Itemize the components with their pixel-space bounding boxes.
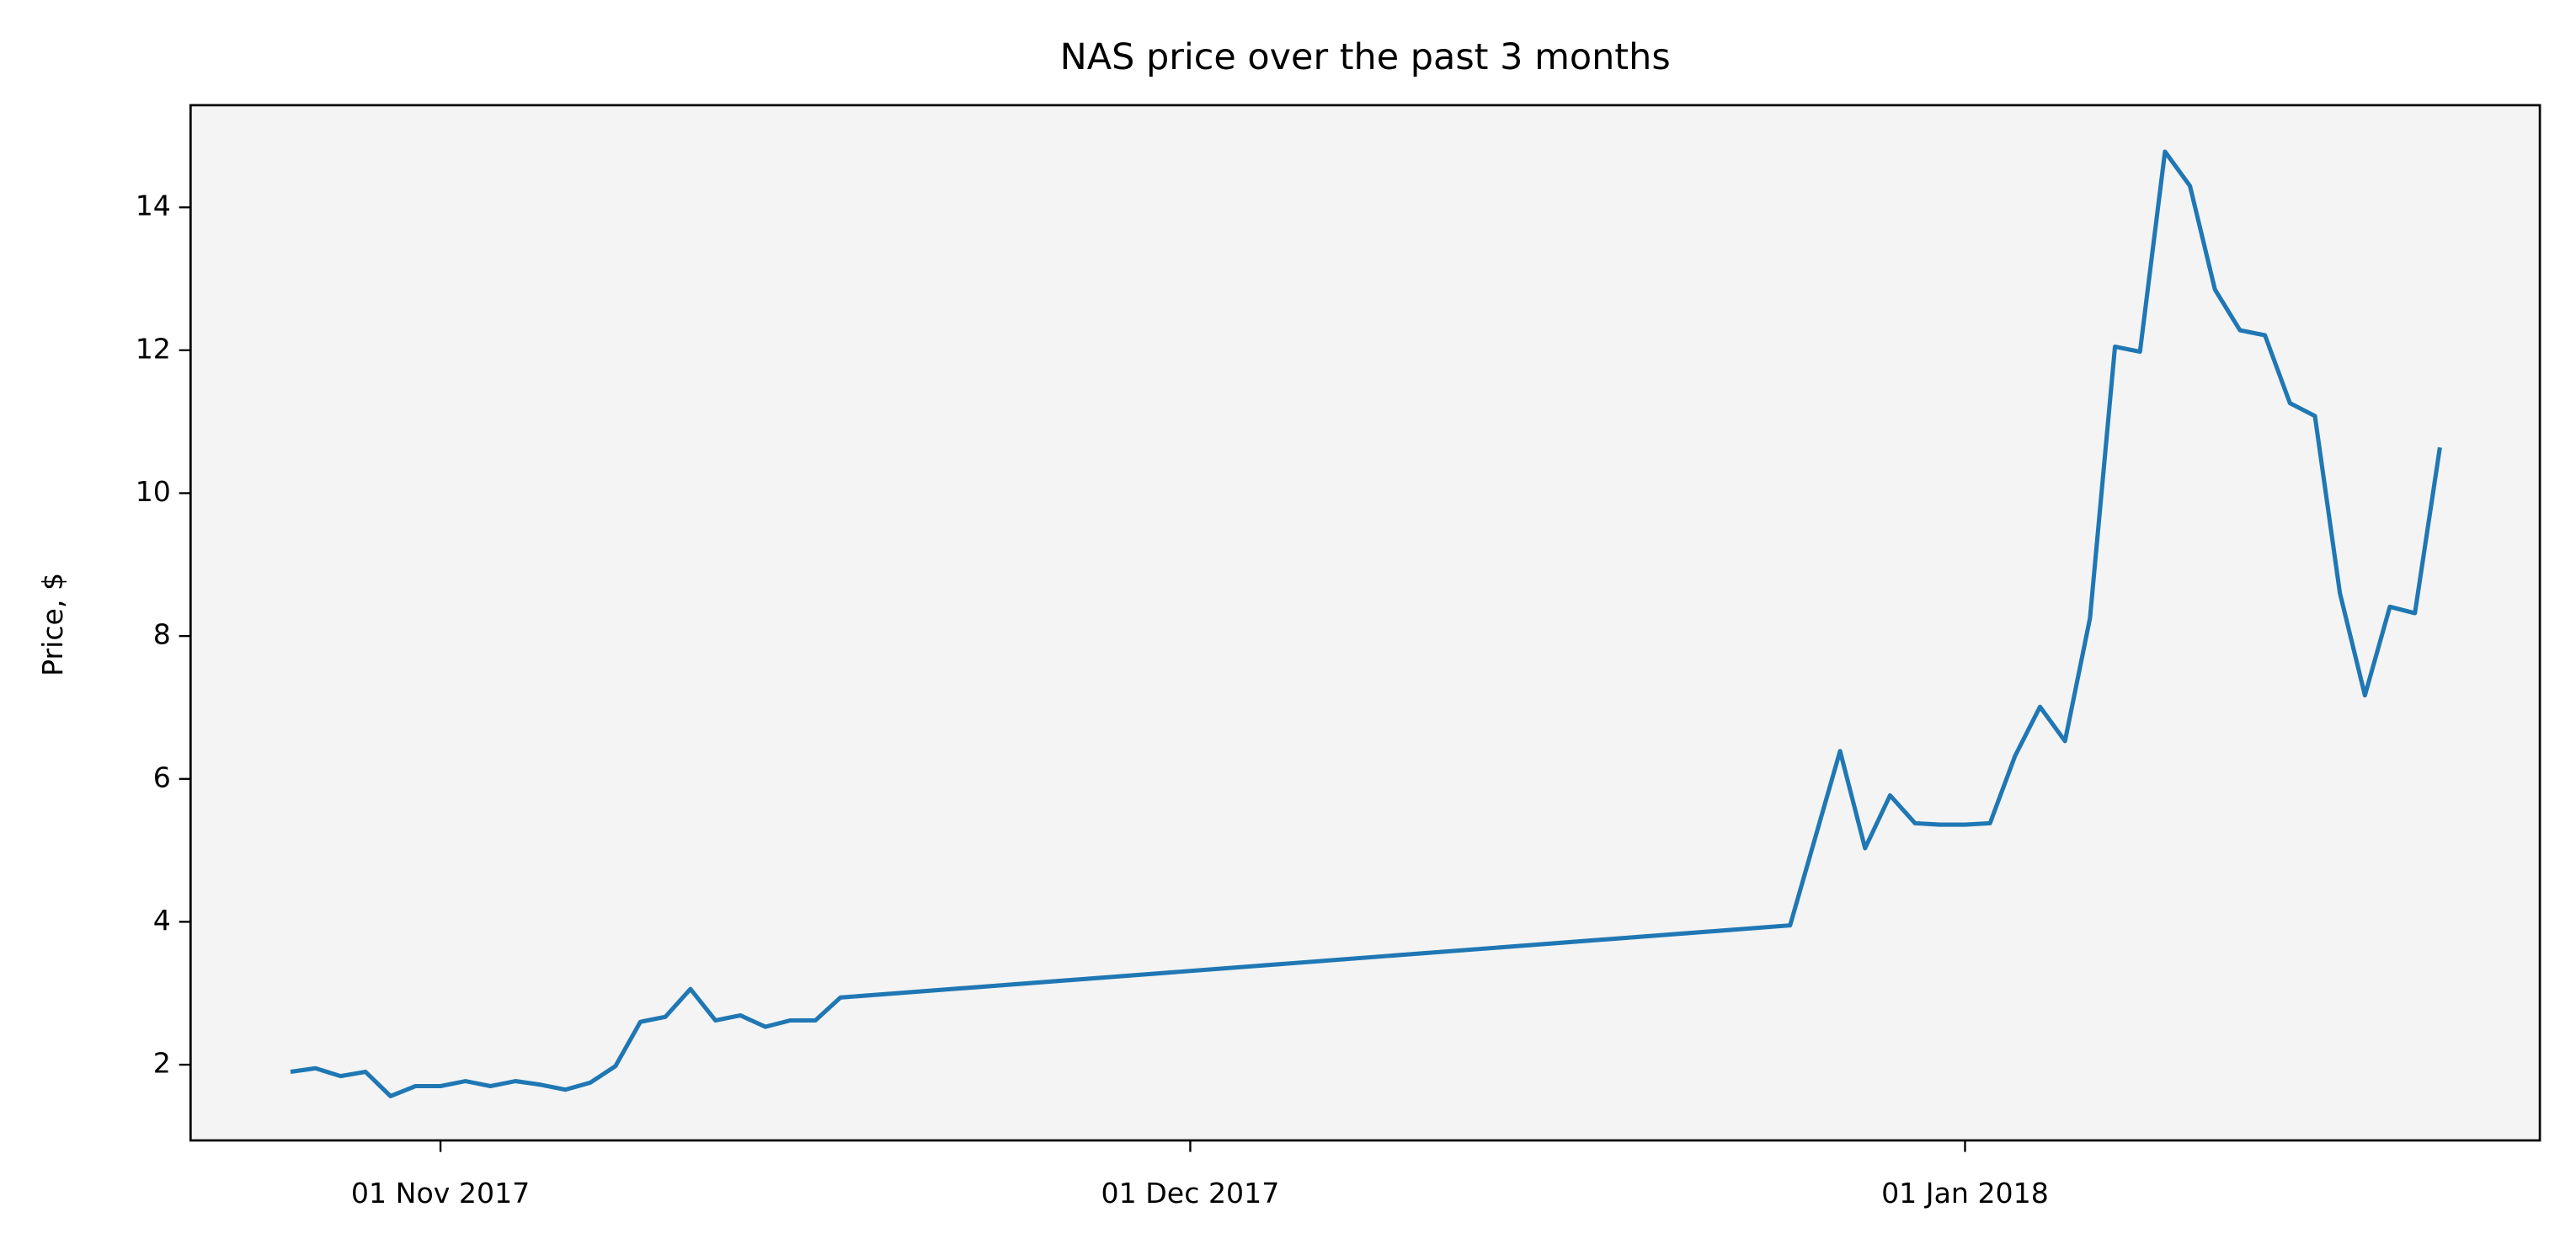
y-tick-label: 2 bbox=[153, 1047, 171, 1080]
y-tick-label: 12 bbox=[136, 332, 171, 365]
price-line bbox=[290, 149, 2442, 1098]
y-tick-label: 6 bbox=[153, 761, 171, 793]
y-tick-label: 4 bbox=[153, 904, 171, 937]
y-tick-label: 10 bbox=[136, 475, 171, 508]
x-tick-label: 01 Dec 2017 bbox=[1101, 1177, 1280, 1210]
plot-background bbox=[190, 104, 2541, 1140]
y-tick-label: 14 bbox=[136, 190, 171, 222]
y-axis-label: Price, $ bbox=[36, 573, 69, 676]
x-tick-label: 01 Nov 2017 bbox=[351, 1177, 530, 1210]
y-tick-label: 8 bbox=[153, 618, 171, 651]
chart-title: NAS price over the past 3 months bbox=[1060, 36, 1671, 78]
x-tick-label: 01 Jan 2018 bbox=[1881, 1177, 2049, 1210]
plot-frame bbox=[189, 104, 2541, 1142]
